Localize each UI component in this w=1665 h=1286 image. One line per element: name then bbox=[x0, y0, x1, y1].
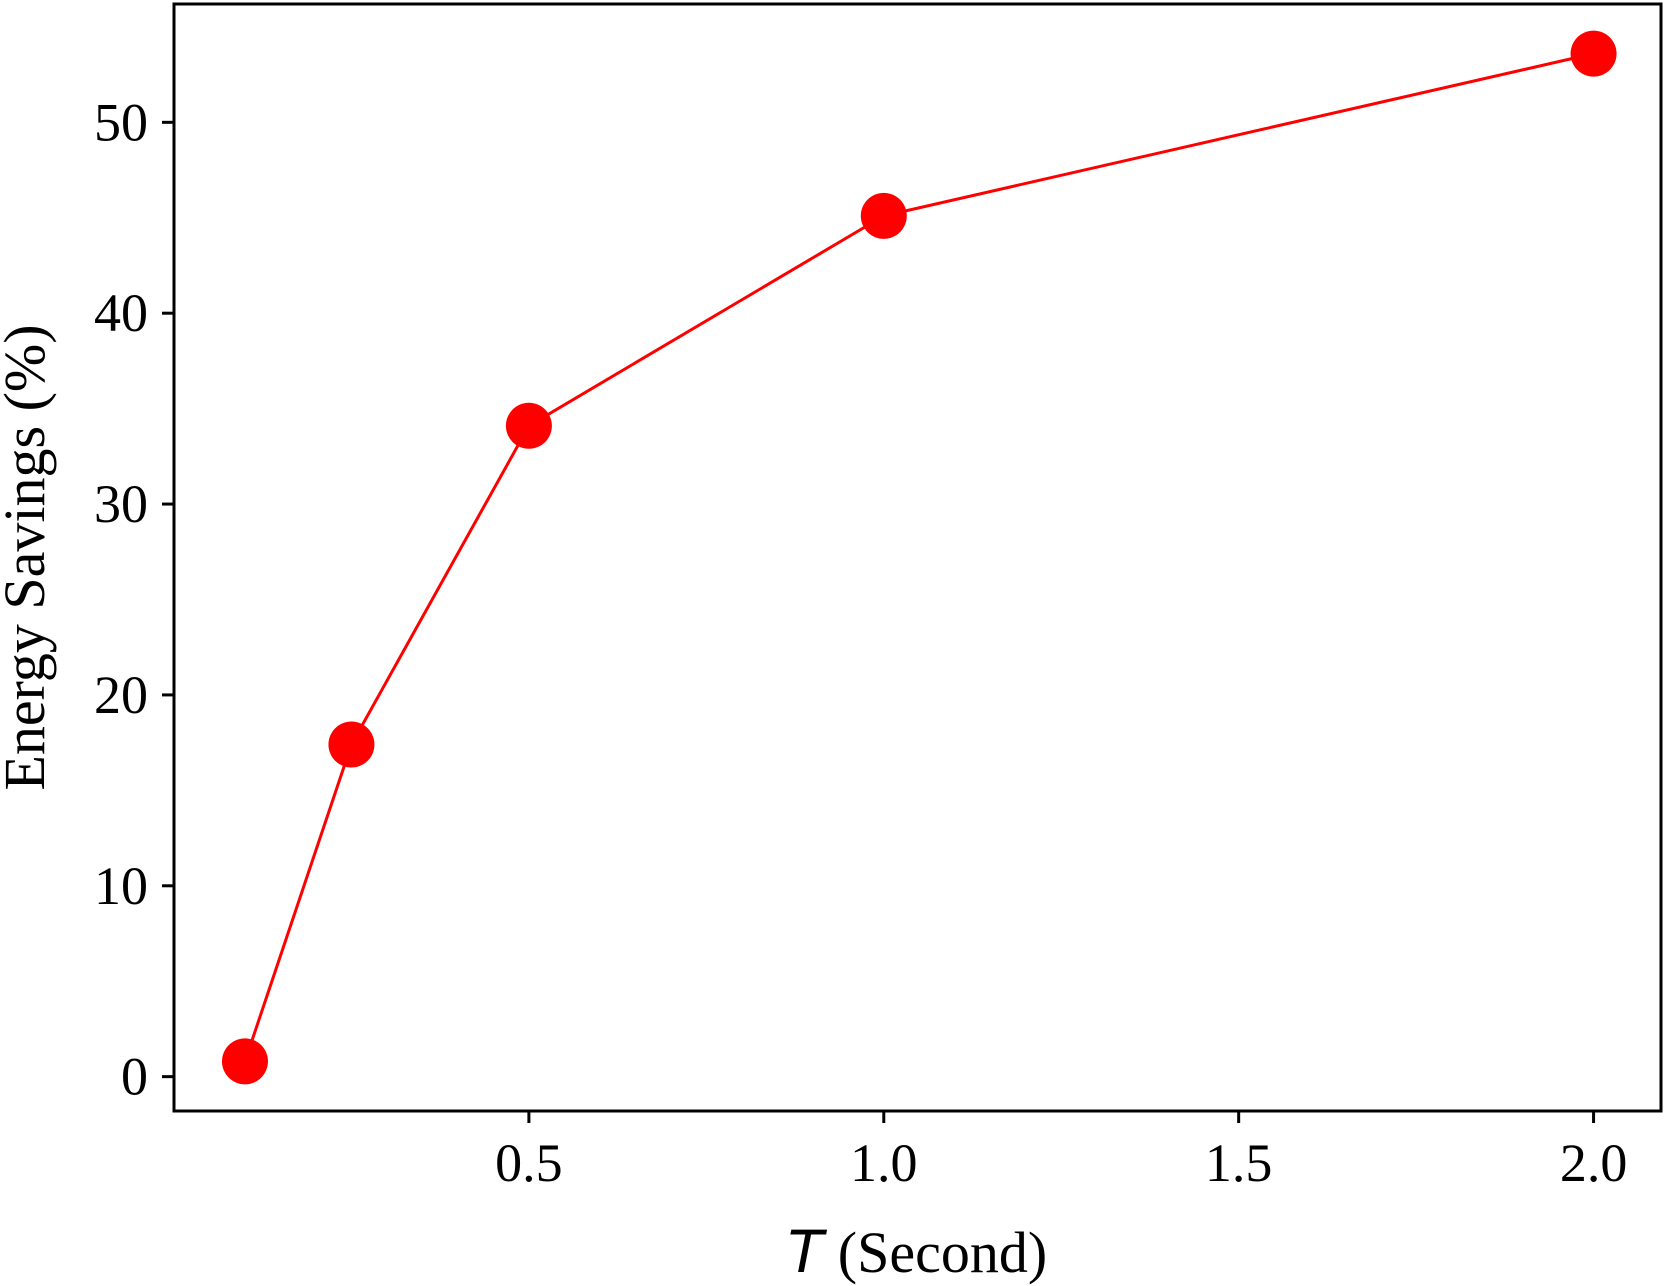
y-tick-label: 0 bbox=[121, 1047, 148, 1107]
x-axis-title: T (Second) bbox=[788, 1218, 1047, 1286]
y-tick-label: 50 bbox=[94, 92, 148, 152]
y-axis: 0 10 20 30 40 50 bbox=[94, 92, 174, 1107]
series-line bbox=[243, 52, 1594, 1062]
data-point bbox=[221, 1038, 268, 1085]
y-tick-label: 10 bbox=[94, 856, 148, 916]
y-tick-label: 20 bbox=[94, 665, 148, 725]
x-axis-variable: T bbox=[788, 1218, 828, 1286]
data-point bbox=[505, 402, 552, 449]
data-point bbox=[860, 192, 907, 239]
x-axis-unit: (Second) bbox=[823, 1220, 1047, 1285]
x-tick-label: 0.5 bbox=[495, 1133, 563, 1193]
plot-frame bbox=[172, 2, 1663, 1113]
x-axis: 0.5 1.0 1.5 2.0 bbox=[495, 1111, 1627, 1193]
data-point bbox=[328, 721, 375, 768]
x-tick-label: 1.5 bbox=[1205, 1133, 1273, 1193]
data-point bbox=[1570, 30, 1617, 77]
x-tick-label: 2.0 bbox=[1560, 1133, 1628, 1193]
y-tick-label: 30 bbox=[94, 474, 148, 534]
y-tick-label: 40 bbox=[94, 283, 148, 343]
plot-marks bbox=[221, 30, 1617, 1085]
x-tick-label: 1.0 bbox=[850, 1133, 918, 1193]
y-axis-title: Energy Savings (%) bbox=[0, 324, 57, 790]
